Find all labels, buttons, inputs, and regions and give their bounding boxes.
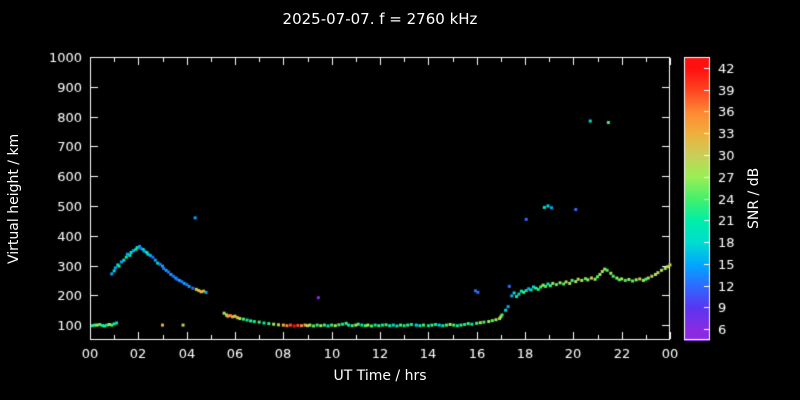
x-axis-label: UT Time / hrs [333, 368, 427, 384]
colorbar-label: SNR / dB [746, 167, 762, 230]
y-axis-label: Virtual height / km [6, 133, 22, 264]
chart-title: 2025-07-07. f = 2760 kHz [282, 10, 478, 28]
